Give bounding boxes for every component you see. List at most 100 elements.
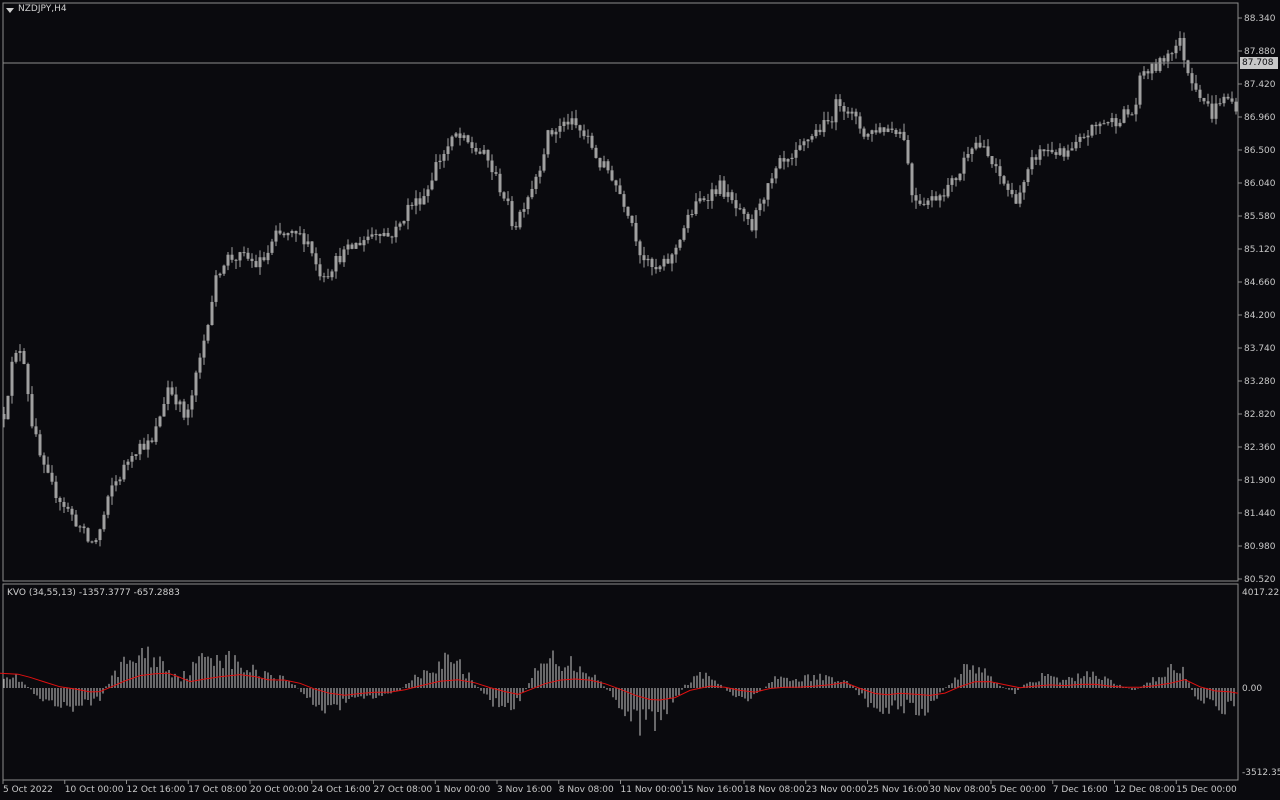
candle-body [466, 135, 470, 143]
candle-body [950, 178, 954, 185]
candle-body [82, 526, 86, 529]
time-tick-label: 20 Oct 00:00 [250, 785, 309, 795]
candle-body [722, 180, 726, 197]
candle-body [630, 215, 634, 223]
candle-body [450, 136, 454, 147]
candle-body [134, 454, 138, 456]
candle-body [538, 170, 542, 177]
candle-body [1114, 118, 1118, 127]
candle-body [1002, 176, 1006, 184]
candle-body [1014, 194, 1018, 204]
candle-body [654, 266, 658, 270]
time-tick-label: 24 Oct 16:00 [312, 785, 371, 795]
candle-body [426, 189, 430, 197]
candle-body [998, 166, 1002, 177]
candle-body [566, 121, 570, 125]
candle-body [378, 234, 382, 236]
candle-body [694, 201, 698, 215]
price-tick-label: 80.520 [1244, 575, 1276, 585]
candle-body [842, 106, 846, 112]
candle-body [934, 196, 938, 201]
candle-body [46, 464, 50, 473]
candle-body [958, 173, 962, 181]
candle-body [878, 127, 882, 133]
candle-body [282, 233, 286, 236]
candle-body [754, 210, 758, 231]
candle-body [250, 258, 254, 262]
candle-body [290, 231, 294, 234]
candle-body [382, 232, 386, 236]
kvo-tick-label: 4017.225 [1242, 588, 1280, 598]
candle-body [1150, 63, 1154, 74]
candle-body [178, 401, 182, 405]
time-tick-label: 12 Oct 16:00 [127, 785, 186, 795]
price-tick-label: 86.960 [1244, 113, 1276, 123]
candle-body [902, 131, 906, 140]
time-tick-label: 3 Nov 16:00 [497, 785, 552, 795]
candle-body [234, 259, 238, 261]
collapse-arrow-icon[interactable] [6, 8, 14, 13]
candle-body [102, 514, 106, 530]
candle-body [990, 156, 994, 165]
candle-body [798, 145, 802, 150]
candle-body [1146, 71, 1150, 74]
candle-body [882, 127, 886, 132]
candle-body [918, 200, 922, 204]
candle-body [370, 234, 374, 237]
candle-body [726, 192, 730, 197]
kvo-title: KVO (34,55,13) [7, 588, 76, 598]
candle-body [974, 142, 978, 149]
candle-body [118, 479, 122, 482]
candle-body [258, 257, 262, 268]
candle-body [1034, 157, 1038, 160]
candle-body [54, 481, 58, 499]
candle-body [574, 118, 578, 126]
candle-body [374, 234, 378, 236]
kvo-tick-label: 0.00 [1242, 684, 1262, 694]
candle-body [386, 232, 390, 237]
candle-body [670, 254, 674, 264]
candle-body [874, 130, 878, 133]
candle-body [614, 180, 618, 186]
candle-body [170, 387, 174, 395]
candle-body [702, 198, 706, 201]
candle-body [886, 128, 890, 132]
candle-body [286, 233, 290, 236]
candle-body [682, 228, 686, 240]
candle-body [86, 528, 90, 542]
candle-body [62, 501, 66, 507]
candle-body [862, 128, 866, 137]
candle-body [150, 440, 154, 442]
candle-body [190, 395, 194, 410]
candle-body [1022, 182, 1026, 193]
price-tick-label: 82.820 [1244, 410, 1276, 420]
kvo-signal-line [0, 672, 1239, 701]
candle-body [590, 135, 594, 148]
candle-body [226, 254, 230, 266]
candle-body [270, 241, 274, 253]
price-tick-label: 80.980 [1244, 542, 1276, 552]
current-price-tag: 87.708 [1240, 57, 1278, 69]
price-tick-label: 83.740 [1244, 344, 1276, 354]
candle-body [446, 146, 450, 154]
candle-body [42, 455, 46, 465]
candle-body [602, 161, 606, 168]
candle-body [626, 206, 630, 216]
candle-body [858, 116, 862, 129]
price-tick-label: 87.420 [1244, 80, 1276, 90]
candle-body [22, 351, 26, 365]
time-tick-label: 5 Dec 00:00 [991, 785, 1046, 795]
time-tick-label: 12 Dec 08:00 [1115, 785, 1176, 795]
candle-body [14, 352, 18, 362]
candle-body [1054, 152, 1058, 155]
candle-body [738, 208, 742, 210]
time-tick-label: 11 Nov 00:00 [621, 785, 682, 795]
candle-body [1078, 136, 1082, 142]
candle-body [2, 414, 6, 420]
candle-body [222, 265, 226, 274]
candle-body [402, 220, 406, 224]
candle-body [298, 233, 302, 235]
candle-body [366, 236, 370, 241]
